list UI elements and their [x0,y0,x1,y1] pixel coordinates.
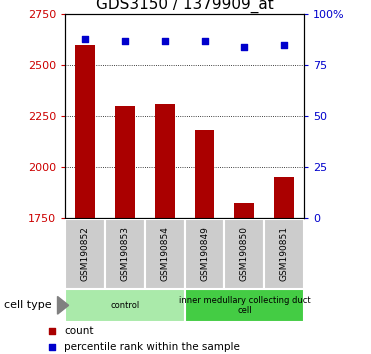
Text: GSM190851: GSM190851 [280,227,289,281]
Text: percentile rank within the sample: percentile rank within the sample [65,342,240,352]
Point [162,38,168,44]
Polygon shape [58,297,69,314]
Text: cell type: cell type [4,300,51,310]
Point [49,344,55,350]
Point [49,328,55,334]
Text: count: count [65,326,94,336]
Text: control: control [110,301,139,310]
Bar [155,104,175,218]
Bar [234,204,255,218]
Text: GSM190850: GSM190850 [240,227,249,281]
Bar [65,289,185,322]
Text: GSM190854: GSM190854 [160,227,169,281]
Bar [115,106,135,218]
Title: GDS3150 / 1379909_at: GDS3150 / 1379909_at [96,0,273,13]
Text: GSM190853: GSM190853 [120,227,129,281]
Bar [65,219,105,289]
Bar [274,177,294,218]
Point [242,44,247,50]
Point [82,36,88,41]
Text: GSM190852: GSM190852 [81,227,89,281]
Bar [105,219,145,289]
Bar [145,219,185,289]
Point [122,38,128,44]
Point [201,38,207,44]
Text: inner medullary collecting duct
cell: inner medullary collecting duct cell [178,296,310,315]
Bar [194,130,214,218]
Bar [264,219,304,289]
Bar [185,289,304,322]
Bar [224,219,264,289]
Text: GSM190849: GSM190849 [200,227,209,281]
Bar [185,219,224,289]
Bar [75,45,95,218]
Point [281,42,287,47]
